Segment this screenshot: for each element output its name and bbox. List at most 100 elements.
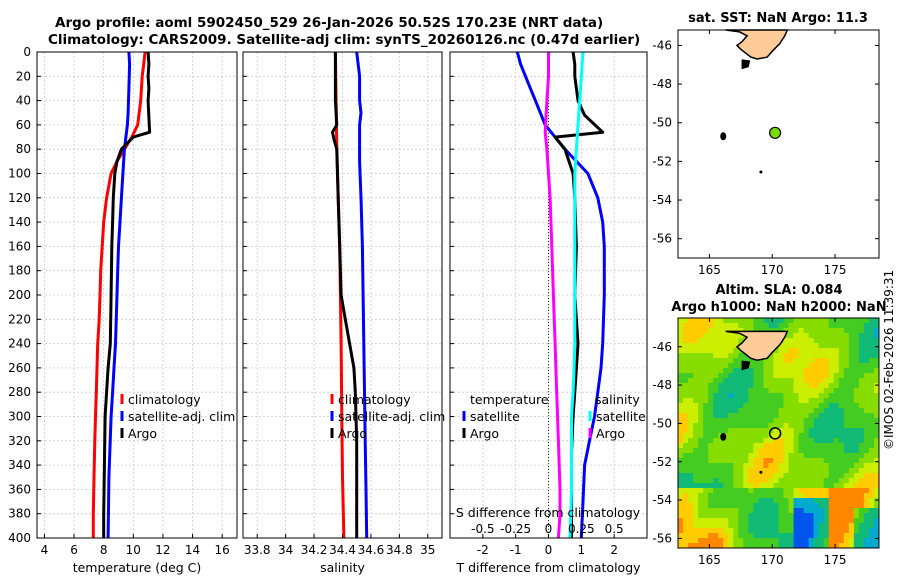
sla-cell (698, 353, 704, 359)
sla-cell (678, 428, 684, 434)
sla-cell (688, 463, 694, 469)
sla-cell (798, 363, 805, 369)
sla-cell (848, 543, 855, 549)
sla-cell (783, 408, 789, 414)
sla-cell (868, 508, 875, 514)
sla-cell (798, 408, 805, 414)
sla-cell (833, 428, 840, 434)
sla-cell (743, 538, 749, 544)
sla-cell (753, 493, 759, 499)
sla-cell (738, 483, 744, 489)
sla-cell (798, 438, 805, 444)
sla-cell (693, 523, 699, 529)
sla-cell (813, 523, 820, 529)
sla-cell (683, 483, 689, 489)
sla-cell (833, 413, 840, 419)
sla-cell (858, 323, 865, 329)
sla-cell (678, 538, 684, 544)
sla-cell (713, 408, 719, 414)
sla-cell (843, 433, 850, 439)
sla-cell (723, 468, 729, 474)
sla-cell (703, 358, 709, 364)
sla-cell (718, 333, 724, 339)
sla-cell (823, 403, 830, 409)
sla-cell (853, 523, 860, 529)
sla-cell (873, 513, 880, 519)
sla-cell (833, 543, 840, 549)
sla-cell (823, 333, 830, 339)
sla-cell (843, 503, 850, 509)
sla-cell (818, 318, 825, 324)
sla-cell (858, 438, 865, 444)
sla-cell (783, 378, 789, 384)
sla-cell (733, 523, 739, 529)
sla-cell (793, 368, 800, 374)
sla-cell (788, 353, 794, 359)
sla-cell (848, 403, 855, 409)
temp-series-satellite-adj-clim (106, 51, 132, 539)
sla-cell (843, 393, 850, 399)
sla-cell (723, 368, 729, 374)
sla-cell (693, 443, 699, 449)
diff-series-s-argo (543, 52, 562, 539)
sla-cell (823, 393, 830, 399)
sla-cell (843, 453, 850, 459)
sla-cell (748, 543, 754, 549)
sla-cell (763, 418, 769, 424)
sla-cell (733, 518, 739, 524)
sla-cell (788, 523, 794, 529)
sla-cell (678, 483, 684, 489)
sla-cell (773, 398, 779, 404)
sla-cell (853, 398, 860, 404)
sla-cell (683, 508, 689, 514)
sla-cell (783, 468, 789, 474)
sla-cell (863, 438, 870, 444)
sla-cell (803, 343, 810, 349)
sla-cell (813, 398, 820, 404)
sst-map-ytick-label: -50 (652, 116, 672, 130)
sla-cell (698, 543, 704, 549)
sla-cell (753, 323, 759, 329)
sla-cell (843, 473, 850, 479)
sla-cell (803, 533, 810, 539)
sla-cell (848, 448, 855, 454)
sla-cell (788, 533, 794, 539)
sla-cell (678, 468, 684, 474)
sla-cell (813, 428, 820, 434)
sla-cell (723, 458, 729, 464)
sla-cell (853, 343, 860, 349)
sla-cell (868, 523, 875, 529)
sla-cell (778, 463, 784, 469)
sla-cell (763, 538, 769, 544)
sla-cell (858, 498, 865, 504)
sla-cell (733, 433, 739, 439)
sla-cell (833, 498, 840, 504)
sla-cell (758, 428, 764, 434)
sla-cell (718, 448, 724, 454)
sla-cell (728, 463, 734, 469)
sla-cell (718, 513, 724, 519)
sla-cell (823, 323, 830, 329)
sla-cell (773, 388, 779, 394)
sla-cell (773, 463, 779, 469)
sla-cell (793, 378, 800, 384)
sst-map-xtick-label: 170 (761, 263, 784, 277)
sla-cell (698, 473, 704, 479)
depth-tick-label: 80 (16, 142, 31, 156)
sla-cell (758, 423, 764, 429)
sla-cell (713, 353, 719, 359)
sla-cell (793, 348, 800, 354)
sla-cell (783, 538, 789, 544)
sla-cell (793, 403, 800, 409)
sla-cell (843, 383, 850, 389)
sla-cell (688, 468, 694, 474)
sla-cell (838, 393, 845, 399)
sla-cell (863, 323, 870, 329)
sla-cell (793, 518, 800, 524)
sla-cell (713, 523, 719, 529)
sla-cell (688, 368, 694, 374)
sla-cell (683, 373, 689, 379)
sla-cell (708, 468, 714, 474)
sla-cell (858, 483, 865, 489)
